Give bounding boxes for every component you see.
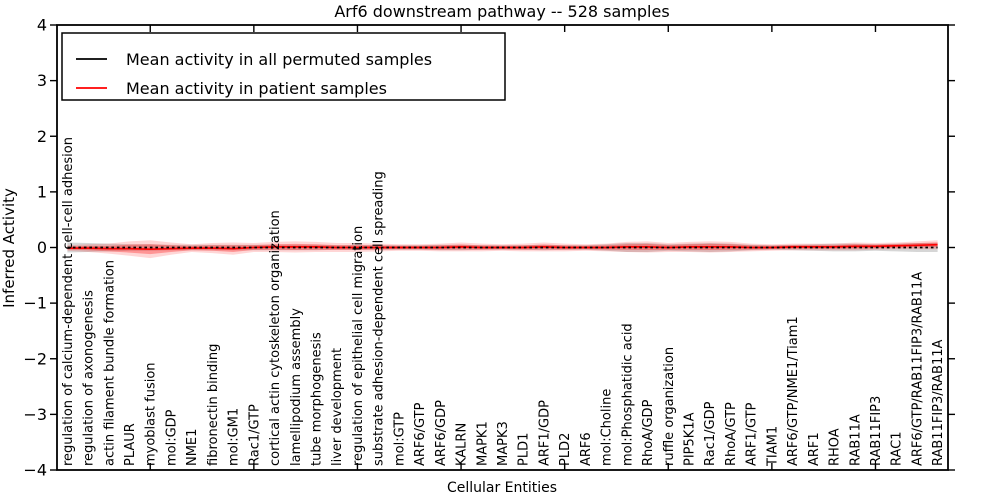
x-tick-label: cortical actin cytoskeleton organization bbox=[268, 210, 283, 466]
x-tick-label: RAC1 bbox=[890, 431, 905, 466]
x-tick-label: ARF6 bbox=[579, 432, 594, 466]
x-tick-label: mol:GM1 bbox=[227, 408, 242, 466]
confidence-bands bbox=[67, 240, 938, 259]
x-tick-label: PLAUR bbox=[123, 423, 138, 466]
x-axis-title: Cellular Entities bbox=[447, 480, 557, 496]
x-tick-label: ARF6/GTP/NME1/Tiam1 bbox=[786, 316, 801, 466]
y-tick-label: −1 bbox=[23, 294, 47, 313]
x-tick-label: MAPK1 bbox=[475, 421, 490, 466]
x-tick-label: TIAM1 bbox=[765, 426, 780, 467]
x-tick-label: regulation of axonogenesis bbox=[82, 290, 97, 466]
x-tick-label: lamellipodium assembly bbox=[289, 308, 304, 466]
x-tick-label: MAPK3 bbox=[496, 421, 511, 466]
x-tick-label: RhoA/GTP bbox=[724, 402, 739, 466]
x-tick-label: RAB11FIP3 bbox=[869, 396, 884, 466]
axis-tick-labels: 4 3 2 1 0 −1 −2 −3 −4 regulation of calcium-depen… bbox=[23, 16, 946, 480]
x-tick-label: Rac1/GDP bbox=[703, 401, 718, 466]
y-tick-label: 4 bbox=[37, 16, 47, 35]
patient-band-outer bbox=[67, 240, 938, 259]
x-tick-label: mol:GTP bbox=[392, 412, 407, 466]
x-tick-label: actin filament bundle formation bbox=[102, 260, 117, 466]
y-axis-title: Inferred Activity bbox=[0, 188, 18, 308]
x-tick-label: KALRN bbox=[455, 423, 470, 466]
x-tick-label: RhoA/GDP bbox=[641, 399, 656, 466]
plot-frame bbox=[56, 24, 949, 471]
x-tick-label: ARF1 bbox=[807, 432, 822, 466]
x-tick-label: RHOA bbox=[828, 428, 843, 466]
legend: Mean activity in all permuted samples Me… bbox=[61, 32, 506, 101]
x-tick-label: RAB11FIP3/RAB11A bbox=[931, 339, 946, 466]
y-tick-label: 0 bbox=[37, 238, 47, 257]
x-tick-label: PLD1 bbox=[517, 433, 532, 466]
x-tick-label: ruffle organization bbox=[662, 347, 677, 466]
y-tick-label: −4 bbox=[23, 461, 47, 480]
legend-label-permuted: Mean activity in all permuted samples bbox=[126, 50, 432, 69]
x-tick-label: fibronectin binding bbox=[206, 344, 221, 466]
x-tick-label: ARF6/GDP bbox=[434, 400, 449, 466]
x-tick-label: ARF6/GTP bbox=[413, 402, 428, 466]
x-tick-label: ARF1/GTP bbox=[745, 402, 760, 466]
legend-label-patient: Mean activity in patient samples bbox=[126, 79, 387, 98]
x-tick-label: tube morphogenesis bbox=[310, 332, 325, 466]
y-tick-label: −2 bbox=[23, 349, 47, 368]
legend-box bbox=[61, 32, 506, 101]
x-tick-label: NME1 bbox=[185, 429, 200, 466]
x-tick-label: mol:Choline bbox=[600, 389, 615, 466]
x-tick-label: PIP5K1A bbox=[682, 412, 697, 466]
y-tick-label: 3 bbox=[37, 71, 47, 90]
y-tick-label: 2 bbox=[37, 127, 47, 146]
axis-ticks bbox=[50, 24, 955, 471]
x-tick-label: ARF1/GDP bbox=[537, 400, 552, 466]
x-tick-label: mol:Phosphatidic acid bbox=[620, 323, 635, 466]
x-tick-label: ARF6/GTP/RAB11FIP3/RAB11A bbox=[910, 272, 925, 466]
x-tick-label: PLD2 bbox=[558, 433, 573, 466]
x-tick-label: liver development bbox=[330, 348, 345, 466]
series-lines bbox=[67, 243, 938, 251]
x-tick-label: Rac1/GTP bbox=[247, 404, 262, 466]
y-tick-label: −3 bbox=[23, 405, 47, 424]
x-tick-label: RAB11A bbox=[848, 414, 863, 466]
y-tick-label: 1 bbox=[37, 182, 47, 201]
x-tick-label: mol:GDP bbox=[164, 409, 179, 466]
chart-title: Arf6 downstream pathway -- 528 samples bbox=[334, 2, 669, 21]
x-tick-label: regulation of epithelial cell migration bbox=[351, 226, 366, 466]
x-tick-label: myoblast fusion bbox=[144, 362, 159, 466]
x-tick-label: substrate adhesion-dependent cell spread… bbox=[372, 171, 387, 466]
x-tick-label: regulation of calcium-dependent cell-cel… bbox=[61, 137, 76, 466]
